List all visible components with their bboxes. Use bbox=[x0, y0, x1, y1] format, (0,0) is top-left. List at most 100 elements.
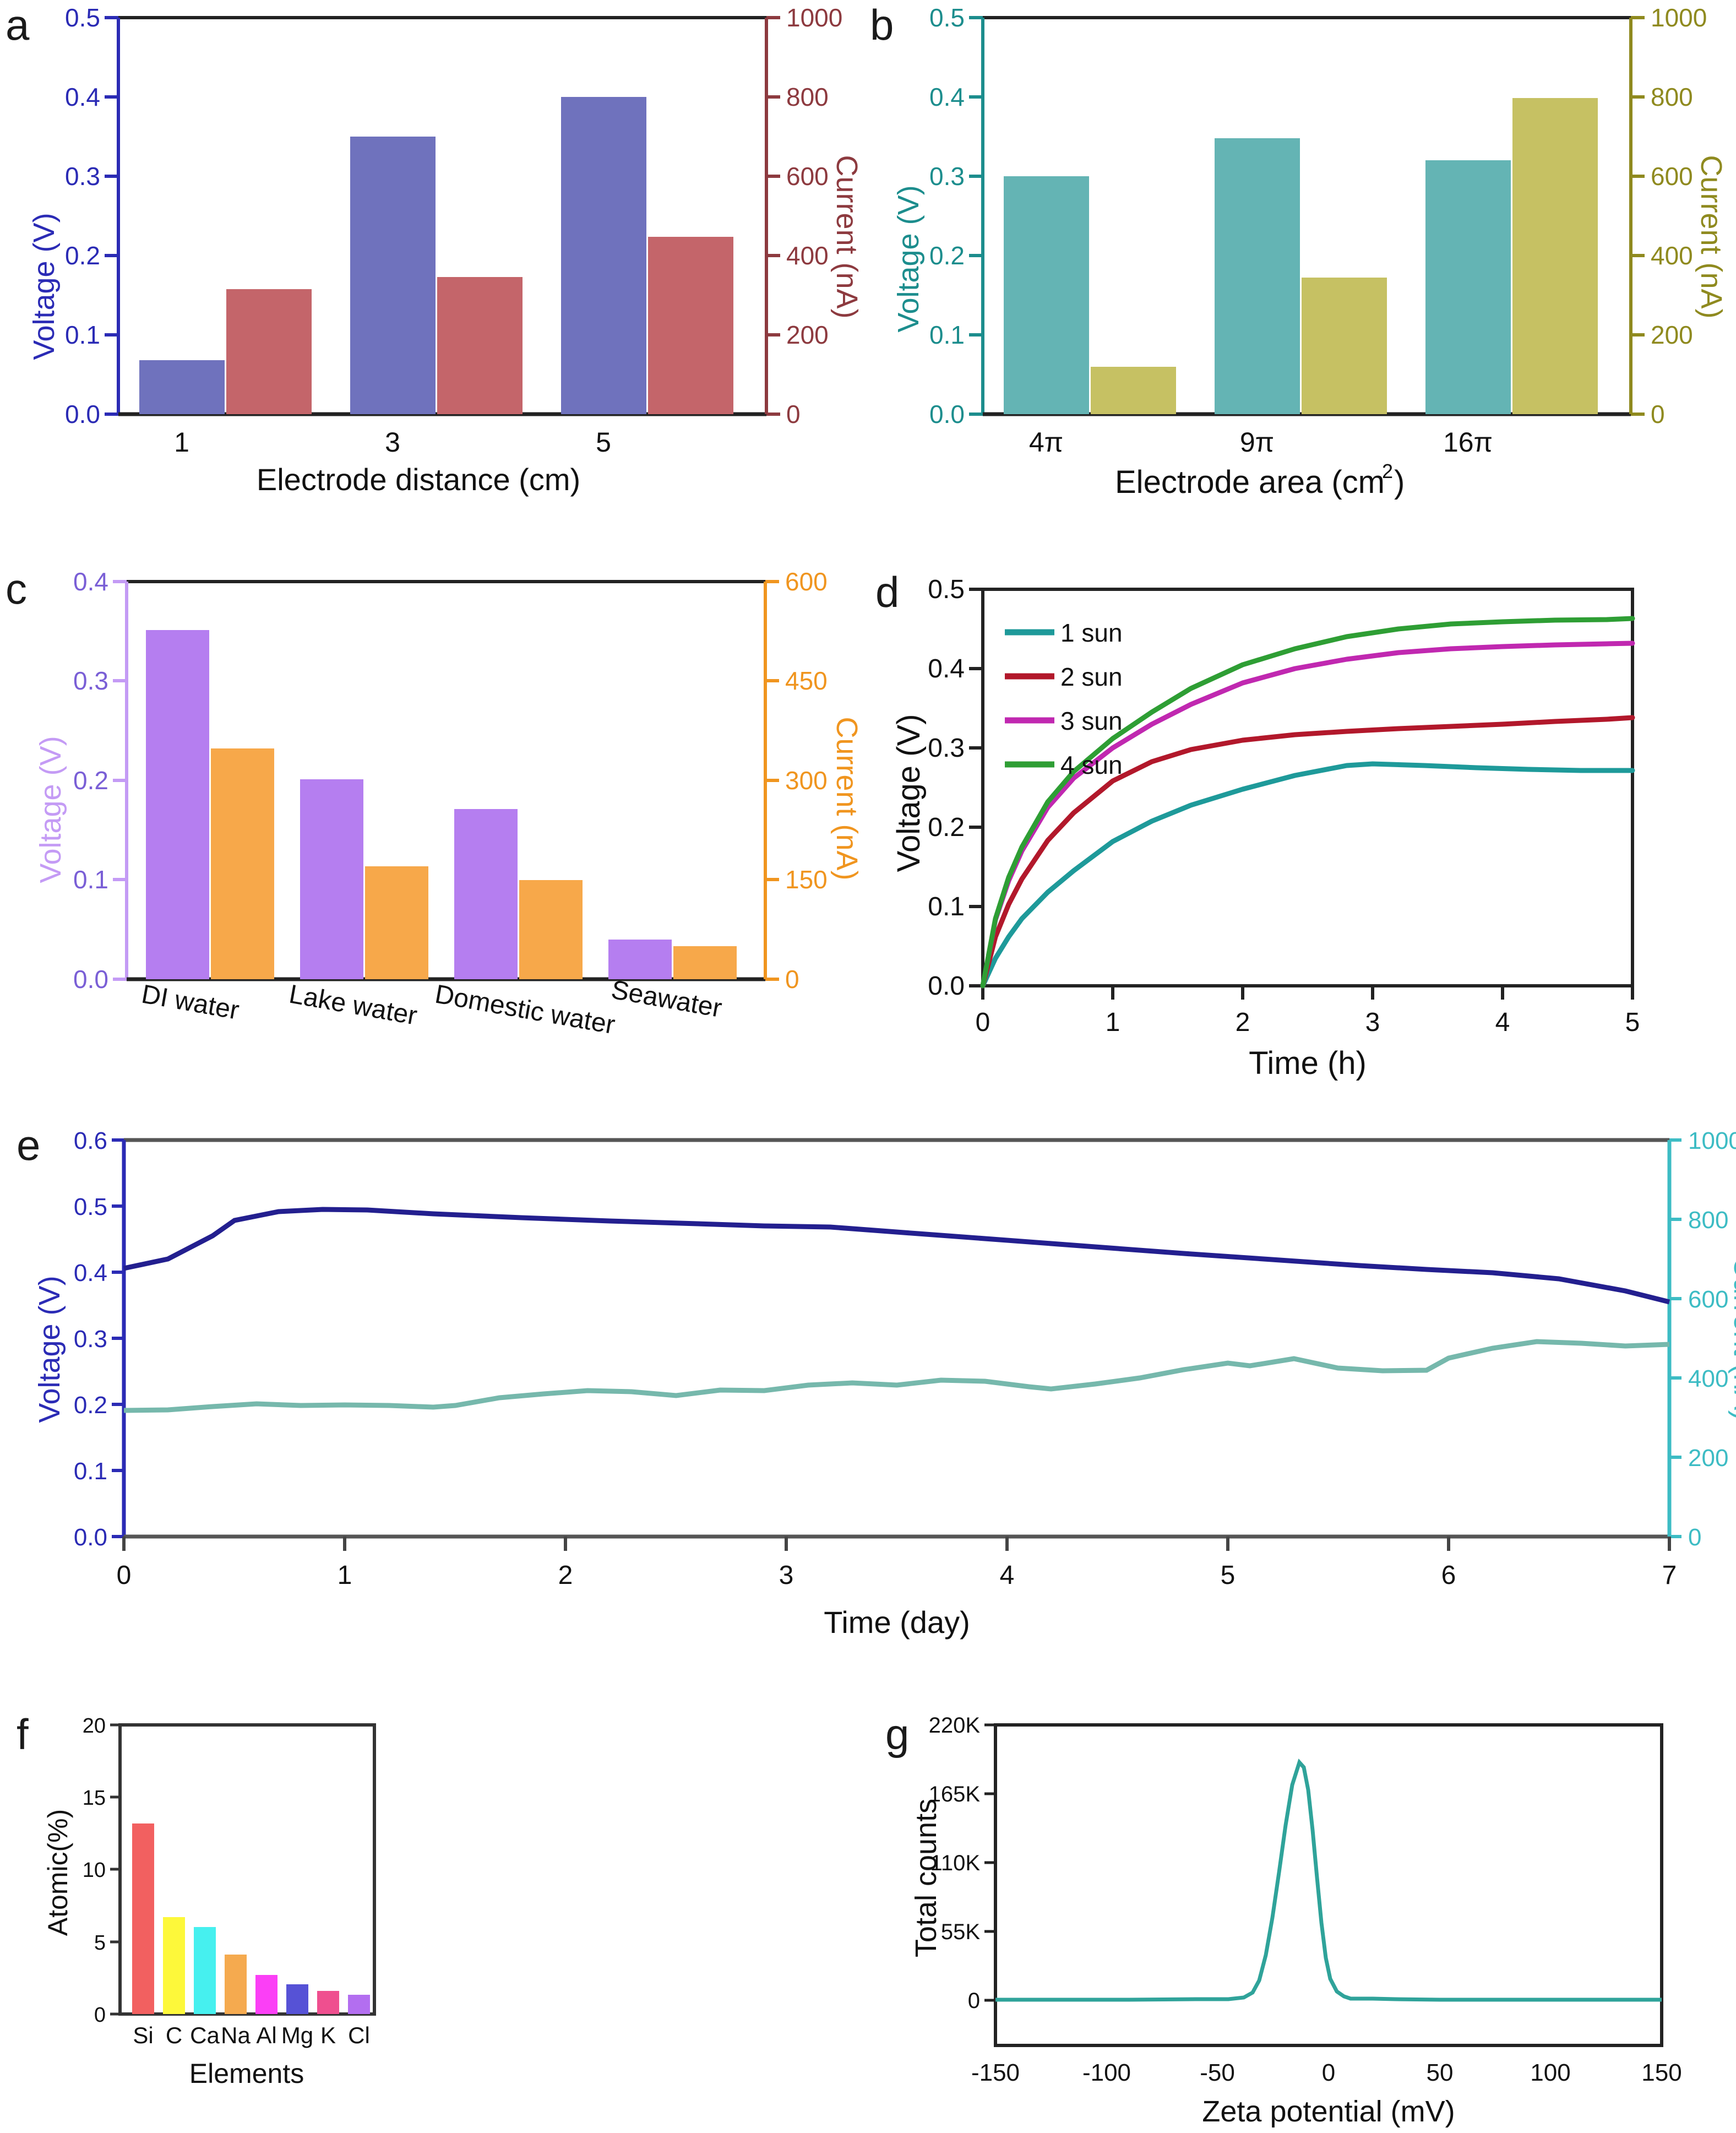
tick-label: -50 bbox=[1200, 2059, 1235, 2086]
panel-d-label: d bbox=[875, 568, 900, 616]
tick-label: 110K bbox=[930, 1851, 981, 1875]
panel-a-right-ylabel: Current (nA) bbox=[830, 155, 863, 318]
bar-element bbox=[348, 1995, 370, 2014]
panel-f-axes bbox=[118, 1723, 376, 2016]
bar-current bbox=[519, 880, 583, 979]
bar-element bbox=[132, 1823, 154, 2014]
xtick-label: 4π bbox=[1029, 427, 1063, 458]
tick-label: 600 bbox=[1688, 1286, 1728, 1313]
tick-label: 400 bbox=[1651, 241, 1693, 270]
xtick-label: Si bbox=[133, 2022, 153, 2048]
tick-label: -100 bbox=[1082, 2059, 1131, 2086]
tick-label: 6 bbox=[1441, 1561, 1456, 1590]
panel-c-xticks: DI water Lake water Domestic water Seawa… bbox=[139, 975, 724, 1040]
panel-f-yticks: 20 15 10 5 0 bbox=[83, 1714, 120, 2027]
tick-label: 4 bbox=[1000, 1561, 1015, 1590]
panel-g-chart: 220K 165K 110K 55K 0 -150 -100 -50 0 50 … bbox=[910, 1713, 1682, 2128]
panel-f-xlabel: Elements bbox=[189, 2058, 304, 2089]
xtick-label: 1 bbox=[174, 427, 189, 458]
bar-current bbox=[1302, 278, 1387, 414]
tick-label: 0.5 bbox=[65, 3, 100, 32]
panel-g-xlabel: Zeta potential (mV) bbox=[1202, 2095, 1455, 2128]
tick-label: 4 bbox=[1495, 1008, 1510, 1037]
panel-f-xticks: Si C Ca Na Al Mg K Cl bbox=[133, 2022, 370, 2048]
tick-label: 15 bbox=[83, 1787, 106, 1810]
panel-c-left-ticks: 0.4 0.3 0.2 0.1 0.0 bbox=[73, 567, 127, 994]
tick-label: 0.1 bbox=[929, 321, 965, 349]
tick-label: 3 bbox=[1365, 1008, 1380, 1037]
tick-label: 2 bbox=[558, 1561, 573, 1590]
bar-voltage bbox=[139, 360, 225, 414]
curve-2-sun bbox=[980, 715, 1635, 989]
tick-label: 1000 bbox=[1688, 1127, 1736, 1154]
xtick-label: Na bbox=[221, 2022, 251, 2048]
xtick-label: 3 bbox=[385, 427, 400, 458]
panel-c-voltage-bars bbox=[146, 630, 672, 979]
panel-g-yticks: 220K 165K 110K 55K 0 bbox=[929, 1713, 995, 2013]
bar-current bbox=[648, 237, 733, 414]
tick-label: 0 bbox=[968, 1989, 980, 2013]
tick-label: -150 bbox=[971, 2059, 1020, 2086]
tick-label: 5 bbox=[1625, 1008, 1640, 1037]
tick-label: 0.2 bbox=[928, 813, 965, 842]
bar-current bbox=[1091, 367, 1176, 414]
tick-label: 3 bbox=[779, 1561, 794, 1590]
panel-b-left-ticks: 0.5 0.4 0.3 0.2 0.1 0.0 bbox=[929, 3, 983, 428]
tick-label: 0.2 bbox=[65, 241, 100, 270]
panel-c-right-ticks: 600 450 300 150 0 bbox=[765, 567, 828, 994]
tick-label: 1 bbox=[1106, 1008, 1120, 1037]
panel-f-bars bbox=[132, 1823, 370, 2014]
curve-4-sun bbox=[980, 616, 1635, 989]
tick-label: 2 bbox=[1236, 1008, 1250, 1037]
tick-label: 0.4 bbox=[65, 83, 100, 111]
legend-label: 4 sun bbox=[1060, 751, 1123, 779]
panel-d-xticks: 0 1 2 3 4 5 bbox=[976, 986, 1640, 1037]
panel-b-label: b bbox=[870, 1, 894, 49]
panel-c-current-bars bbox=[211, 748, 737, 979]
panel-a-chart: 0.5 0.4 0.3 0.2 0.1 0.0 1000 800 600 400… bbox=[28, 3, 863, 497]
tick-label: 400 bbox=[786, 241, 829, 270]
tick-label: 1000 bbox=[1651, 3, 1707, 32]
tick-label: 0.4 bbox=[74, 1260, 107, 1287]
bar-voltage bbox=[561, 97, 646, 414]
tick-label: 1000 bbox=[786, 3, 842, 32]
panel-g: g 220K 165K 110K 55K 0 -150 -100 -50 0 5… bbox=[864, 1713, 1736, 2133]
bar-current bbox=[365, 866, 428, 979]
tick-label: 55K bbox=[941, 1920, 980, 1944]
bar-voltage bbox=[146, 630, 209, 979]
tick-label: 0.4 bbox=[929, 83, 965, 111]
tick-label: 10 bbox=[83, 1859, 106, 1882]
bar-current bbox=[673, 946, 737, 979]
panel-b-right-ticks: 1000 800 600 400 200 0 bbox=[1631, 3, 1707, 428]
tick-label: 300 bbox=[785, 766, 828, 795]
tick-label: 50 bbox=[1427, 2059, 1454, 2086]
tick-label: 600 bbox=[1651, 162, 1693, 191]
panel-c-right-ylabel: Current (nA) bbox=[830, 717, 863, 880]
panel-e-left-ylabel: Voltage (V) bbox=[33, 1276, 66, 1423]
tick-label: 5 bbox=[1221, 1561, 1236, 1590]
panel-f-ylabel: Atomic(%) bbox=[42, 1809, 73, 1936]
bar-voltage bbox=[300, 779, 363, 979]
panel-g-ylabel: Total counts bbox=[910, 1799, 943, 1957]
tick-label: 5 bbox=[94, 1931, 106, 1955]
panel-g-label: g bbox=[885, 1710, 910, 1758]
xtick-label: Mg bbox=[281, 2022, 313, 2048]
xtick-label: C bbox=[166, 2022, 182, 2048]
panel-d-ylabel: Voltage (V) bbox=[891, 714, 927, 872]
tick-label: 0.1 bbox=[928, 892, 965, 921]
tick-label: 0.4 bbox=[73, 567, 108, 596]
panel-d: d 0.5 0.4 0.3 0.2 0.1 0.0 0 1 bbox=[864, 562, 1736, 1118]
bar-element bbox=[163, 1917, 185, 2014]
tick-label: 0.5 bbox=[929, 3, 965, 32]
tick-label: 0.1 bbox=[73, 865, 108, 894]
curve-1-sun bbox=[980, 761, 1635, 989]
tick-label: 0.5 bbox=[74, 1193, 107, 1220]
tick-label: 0.0 bbox=[928, 971, 965, 1001]
tick-label: 0.3 bbox=[74, 1326, 107, 1353]
bar-current bbox=[1512, 98, 1598, 414]
tick-label: 0.2 bbox=[74, 1392, 107, 1419]
xtick-label: 9π bbox=[1240, 427, 1274, 458]
tick-label: 150 bbox=[1641, 2059, 1681, 2086]
panel-b-voltage-bars bbox=[1004, 138, 1511, 414]
tick-label: 800 bbox=[1688, 1207, 1728, 1234]
